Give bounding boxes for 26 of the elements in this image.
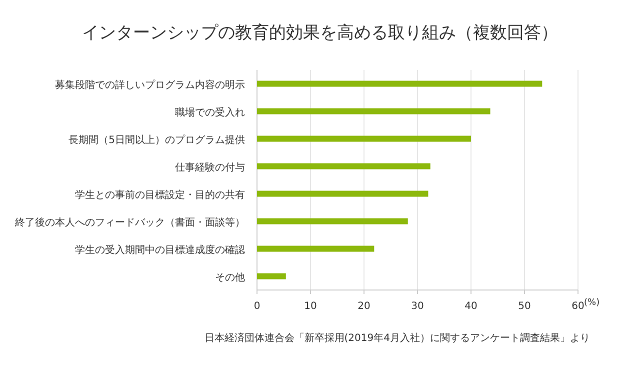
x-tick-label: 10: [304, 301, 317, 312]
y-tick-label: 学生との事前の目標設定・目的の共有: [75, 188, 245, 201]
y-tick-label: 募集段階での詳しいプログラム内容の明示: [55, 78, 245, 91]
y-tick-label: 学生の受入期間中の目標達成度の確認: [75, 244, 245, 256]
x-tick-label: 60: [572, 301, 584, 312]
text: 日本経済団体連合会「新卒採用(2019年4月入社）に関するアンケート調査結果」より: [204, 332, 590, 344]
bar: [257, 218, 408, 224]
x-tick-label: 40: [464, 301, 478, 312]
y-tick-label: 終了後の本人へのフィードバック（書面・面談等）: [14, 216, 245, 228]
bar: [257, 136, 471, 142]
x-tick-label: 0: [254, 301, 260, 312]
bar: [257, 163, 430, 170]
y-tick-label: 仕事経験の付与: [175, 161, 245, 174]
bar: [257, 273, 286, 280]
bar: [257, 80, 542, 87]
x-tick-label: 50: [518, 301, 531, 312]
x-tick-label: 30: [411, 301, 424, 312]
y-tick-label: その他: [215, 271, 245, 284]
bar: [257, 246, 374, 252]
chart-title: インターンシップの教育的効果を高める取り組み（複数回答）: [82, 23, 558, 43]
x-tick-label: 20: [358, 301, 370, 312]
x-axis-title: (%): [584, 298, 600, 308]
y-tick-label: 職場での受入れ: [175, 106, 245, 118]
bar: [257, 108, 490, 114]
y-tick-label: 長期間（5日間以上）のプログラム提供: [68, 134, 245, 146]
bar: [257, 190, 428, 197]
